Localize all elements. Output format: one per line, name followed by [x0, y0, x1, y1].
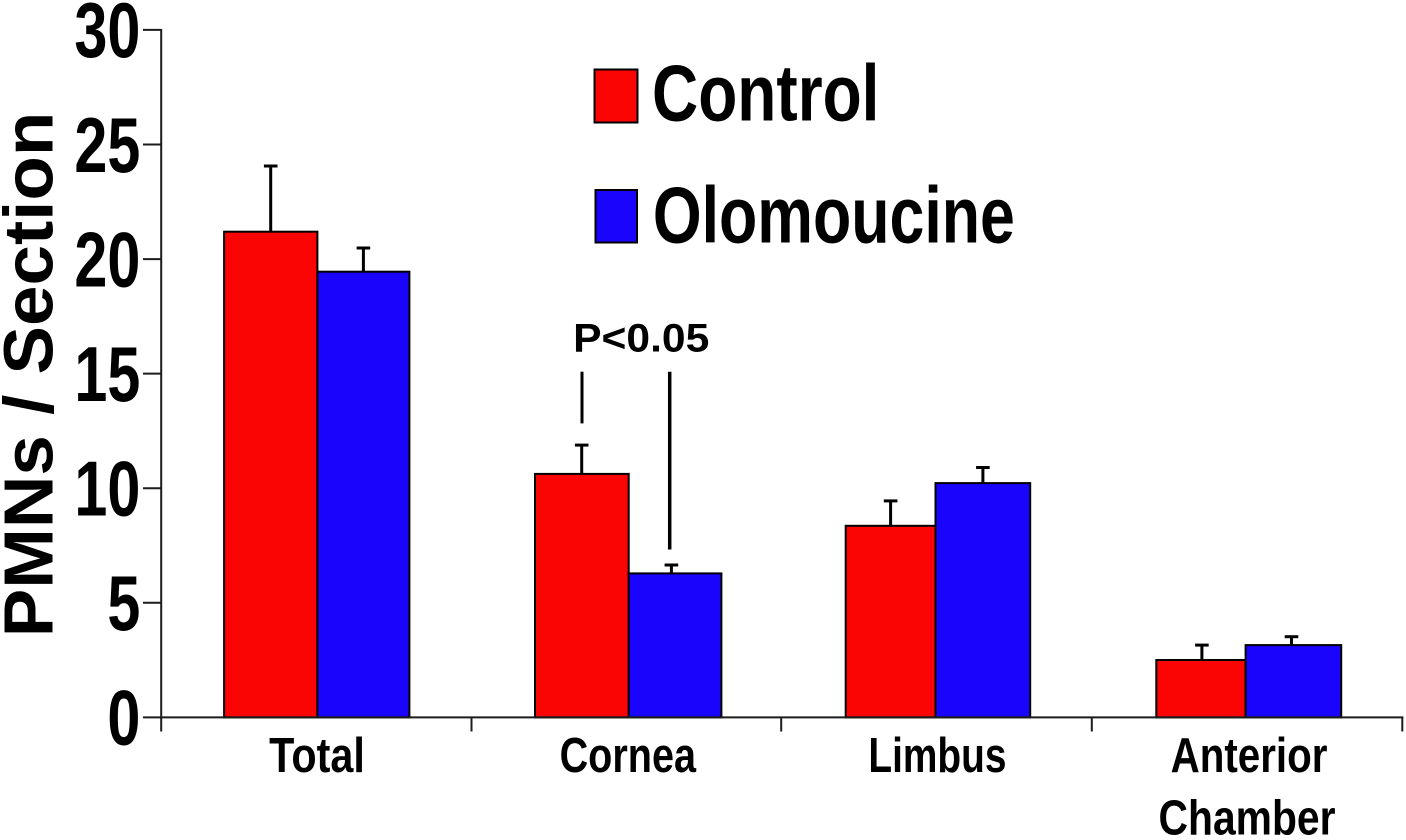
svg-text:Anterior: Anterior	[1171, 727, 1328, 783]
svg-text:Cornea: Cornea	[560, 728, 697, 783]
svg-text:20: 20	[74, 217, 140, 303]
svg-text:Limbus: Limbus	[868, 728, 1006, 783]
svg-text:P<0.05: P<0.05	[573, 316, 709, 361]
svg-text:25: 25	[74, 102, 140, 188]
svg-text:10: 10	[74, 446, 140, 532]
svg-text:5: 5	[107, 560, 140, 646]
svg-text:Control: Control	[652, 50, 879, 138]
svg-text:0: 0	[107, 675, 140, 761]
svg-text:PMNs / Section: PMNs / Section	[0, 112, 68, 638]
svg-text:Chamber: Chamber	[1159, 790, 1336, 835]
svg-text:30: 30	[74, 0, 140, 74]
svg-text:Olomoucine: Olomoucine	[653, 172, 1015, 261]
svg-text:Total: Total	[269, 727, 365, 782]
svg-text:15: 15	[74, 331, 140, 417]
